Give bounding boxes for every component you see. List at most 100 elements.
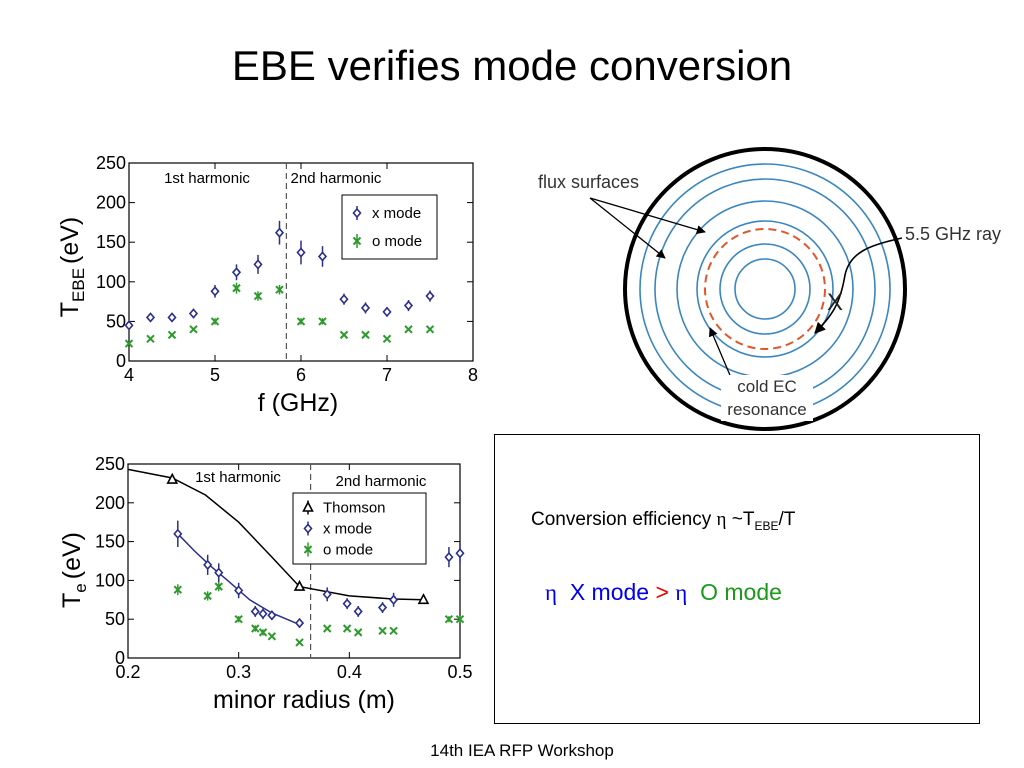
data-point xyxy=(389,626,398,636)
flux-surface xyxy=(719,243,811,335)
region-label-1st: 1st harmonic xyxy=(195,469,281,486)
legend-entry: Thomson xyxy=(323,500,386,517)
data-point-stroke xyxy=(253,291,263,301)
legend-entry: x mode xyxy=(323,521,372,538)
data-point xyxy=(146,334,155,344)
data-point-stroke xyxy=(189,325,198,334)
data-point xyxy=(417,593,430,605)
data-point xyxy=(425,290,435,302)
y-tick-label: 0 xyxy=(116,351,126,371)
data-point-stroke xyxy=(167,330,177,340)
data-point-stroke xyxy=(322,624,332,633)
x-tick-label: 6 xyxy=(296,365,306,385)
data-point xyxy=(342,624,352,633)
flux-label-arrow xyxy=(589,197,706,235)
data-point-stroke xyxy=(382,334,392,344)
y-tick-label: 250 xyxy=(96,155,126,173)
data-point xyxy=(188,308,199,319)
data-point xyxy=(210,286,220,297)
ray-path xyxy=(814,237,903,334)
data-point xyxy=(145,312,156,323)
data-point xyxy=(378,626,387,636)
data-point xyxy=(318,317,327,326)
data-point-stroke xyxy=(318,317,327,326)
data-point xyxy=(173,585,183,594)
data-point xyxy=(404,325,413,334)
flux-surface xyxy=(696,220,834,358)
data-point-stroke xyxy=(232,283,241,293)
data-point xyxy=(203,559,213,571)
data-point xyxy=(232,283,241,293)
data-point xyxy=(403,300,414,311)
data-point-stroke xyxy=(425,325,435,334)
data-point-stroke xyxy=(124,339,134,348)
data-point xyxy=(339,330,349,340)
data-point xyxy=(382,306,392,318)
data-point xyxy=(322,589,332,600)
data-point xyxy=(294,617,305,629)
region-label-2nd: 2nd harmonic xyxy=(291,170,382,187)
data-point xyxy=(296,247,306,258)
y-tick-label: 150 xyxy=(95,532,125,552)
data-point-stroke xyxy=(455,614,465,624)
x-axis-label: f (GHz) xyxy=(258,389,339,417)
data-point xyxy=(382,334,392,344)
y-tick-label: 50 xyxy=(106,311,126,331)
resonance-label-line2: resonance xyxy=(727,400,806,419)
x-tick-label: 7 xyxy=(382,365,392,385)
legend-box xyxy=(341,194,438,260)
data-point-stroke xyxy=(378,626,387,636)
data-point xyxy=(352,207,362,219)
data-point xyxy=(296,317,306,326)
data-point xyxy=(234,614,243,624)
series-fit-curve xyxy=(127,468,424,601)
data-point-stroke xyxy=(361,330,370,340)
data-point xyxy=(167,312,177,323)
te-vs-minor-radius-chart: Te(eV) minor radius (m) 1st harmonic 2nd… xyxy=(58,454,473,714)
flux-label-arrow xyxy=(589,197,666,259)
legend-entry: o mode xyxy=(372,233,422,250)
data-point xyxy=(455,548,465,559)
data-point xyxy=(124,320,134,331)
data-point xyxy=(275,285,284,294)
data-point xyxy=(444,551,454,563)
footer-text: 14th IEA RFP Workshop xyxy=(430,741,614,760)
data-point xyxy=(267,610,277,621)
data-point xyxy=(339,294,349,305)
data-point xyxy=(361,330,370,340)
data-point-stroke xyxy=(444,614,454,624)
data-point-stroke xyxy=(214,582,223,591)
y-axis-label: Te(eV) xyxy=(58,532,90,608)
vessel-wall xyxy=(623,147,907,431)
data-point-stroke xyxy=(210,317,220,326)
data-point xyxy=(353,628,363,637)
data-point xyxy=(322,624,332,633)
resonance-label-line1: cold EC xyxy=(737,377,797,396)
data-point-stroke xyxy=(295,638,304,647)
cold-ec-resonance-circle xyxy=(704,228,826,350)
y-tick-label: 100 xyxy=(95,570,125,590)
data-point xyxy=(274,227,285,238)
data-point xyxy=(444,614,454,624)
data-point-stroke xyxy=(203,591,212,601)
data-point-stroke xyxy=(251,624,260,633)
x-tick-label: 5 xyxy=(210,365,220,385)
data-point-stroke xyxy=(234,614,243,624)
slide-title: EBE verifies mode conversion xyxy=(231,42,793,89)
data-point xyxy=(231,267,242,278)
data-point-stroke xyxy=(296,317,306,326)
resonance-label-arrow xyxy=(709,327,733,381)
x-tick-label: 0.2 xyxy=(115,662,140,682)
data-point xyxy=(203,591,212,601)
x-marker-label: X xyxy=(827,289,843,316)
data-point xyxy=(303,523,313,534)
data-point-stroke xyxy=(339,330,349,340)
data-point xyxy=(342,598,352,609)
data-point-stroke xyxy=(267,632,277,641)
flux-surface-diagram: flux surfaces 5.5 GHz ray X cold EC reso… xyxy=(538,147,1024,431)
conversion-efficiency-box: Conversion efficiency η ~TEBE/T η X mode… xyxy=(494,434,980,724)
data-point xyxy=(295,638,304,647)
region-label-2nd: 2nd harmonic xyxy=(336,473,427,490)
data-point xyxy=(258,608,268,619)
x-tick-label: 0.5 xyxy=(447,662,472,682)
